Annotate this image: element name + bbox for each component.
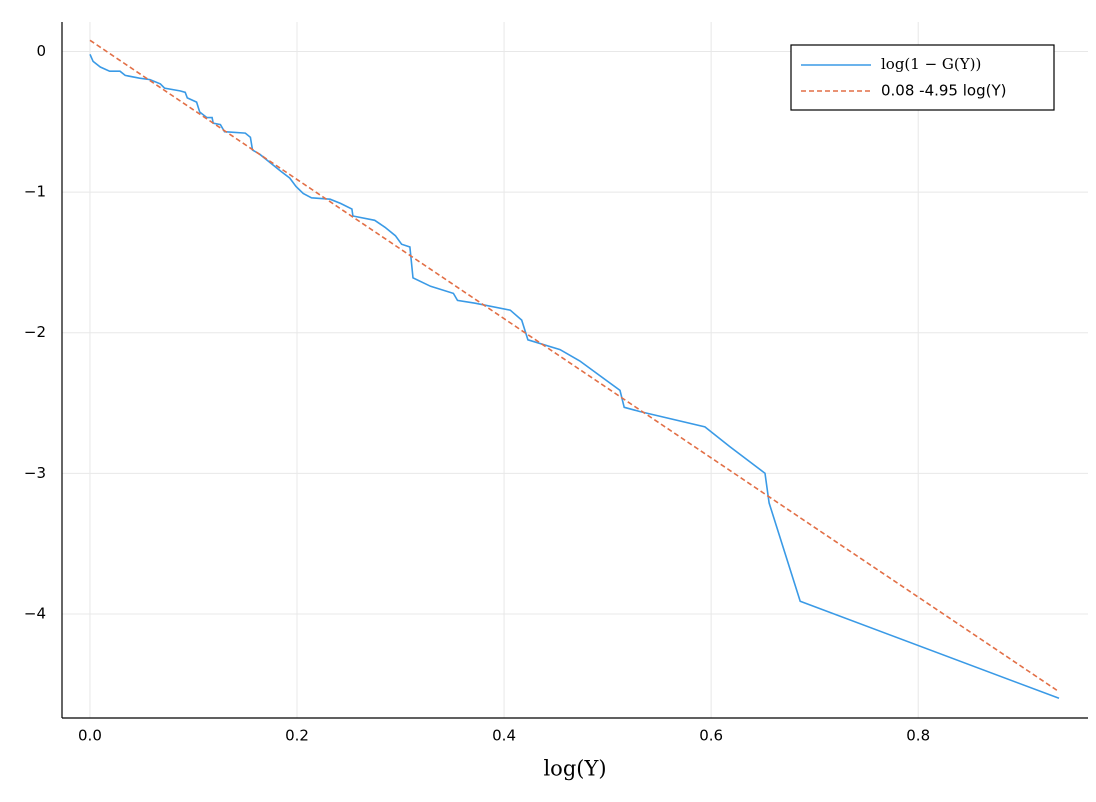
series-line <box>89 53 1060 700</box>
legend-label: log(1 − G(Y)) <box>881 55 981 73</box>
y-tick-label: 0 <box>36 42 46 60</box>
x-tick-label: 0.0 <box>78 727 102 745</box>
y-tick-label: −1 <box>24 183 46 201</box>
legend-label: 0.08 -4.95 log(Y) <box>881 82 1006 100</box>
y-tick-label: −4 <box>24 604 46 622</box>
series-line <box>89 39 1060 693</box>
x-axis-label: log(Y) <box>543 757 606 781</box>
x-tick-label: 0.6 <box>699 727 723 745</box>
x-tick-label: 0.2 <box>285 727 309 745</box>
y-tick-label: −2 <box>24 323 46 341</box>
x-tick-label: 0.8 <box>906 727 930 745</box>
y-tick-label: −3 <box>24 464 46 482</box>
x-tick-label: 0.4 <box>492 727 516 745</box>
legend-box <box>790 44 1055 111</box>
